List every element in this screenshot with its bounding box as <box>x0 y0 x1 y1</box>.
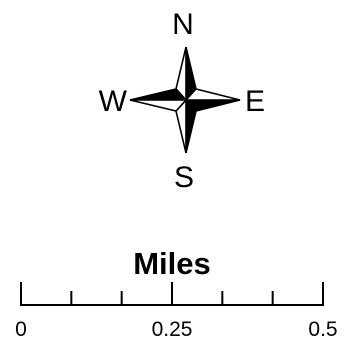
east-label: E <box>245 85 265 118</box>
star-point-east-lower <box>184 99 241 112</box>
scale-bar-ticks <box>20 282 324 305</box>
north-label: N <box>172 8 194 41</box>
south-label: S <box>174 161 194 194</box>
star-point-west-lower <box>129 99 188 112</box>
scale-label-middle: 0.25 <box>152 318 193 341</box>
north-arrow: N E S W <box>99 8 265 194</box>
scale-bar: Miles 0 0.25 0.5 <box>15 246 337 341</box>
scale-bar-title: Miles <box>133 246 211 281</box>
star-point-east-upper <box>184 88 241 101</box>
star-point-west-upper <box>129 88 188 101</box>
west-label: W <box>99 85 128 118</box>
scale-label-end: 0.5 <box>308 318 337 341</box>
scale-label-start: 0 <box>15 318 27 341</box>
